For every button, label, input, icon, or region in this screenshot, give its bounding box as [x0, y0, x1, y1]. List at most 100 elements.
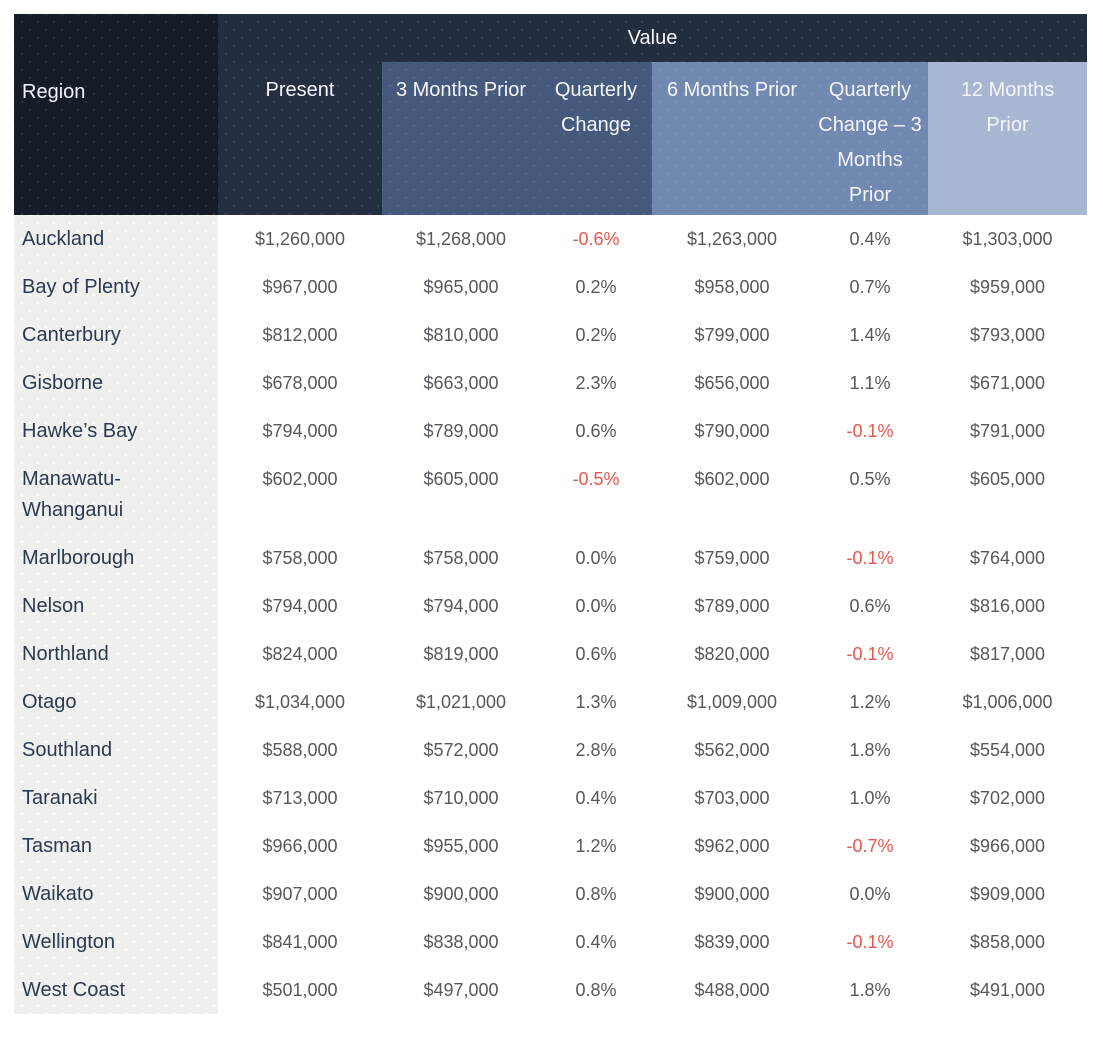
region-cell: Auckland [14, 215, 218, 263]
value-cell-present: $758,000 [218, 534, 382, 582]
region-cell: Otago [14, 678, 218, 726]
value-cell-prior6: $799,000 [652, 311, 812, 359]
value-cell-qchange3: 0.5% [812, 455, 928, 534]
value-cell-prior12: $1,303,000 [928, 215, 1088, 263]
value-cell-prior6: $602,000 [652, 455, 812, 534]
column-header-6-months-prior: 6 Months Prior [652, 62, 812, 215]
value-cell-present: $678,000 [218, 359, 382, 407]
region-cell: Marlborough [14, 534, 218, 582]
value-cell-qchange3: 1.8% [812, 726, 928, 774]
region-cell: Southland [14, 726, 218, 774]
value-cell-prior3: $789,000 [382, 407, 540, 455]
value-cell-qchange: 0.2% [540, 311, 652, 359]
value-cell-prior6: $962,000 [652, 822, 812, 870]
value-cell-present: $812,000 [218, 311, 382, 359]
value-cell-qchange: 2.8% [540, 726, 652, 774]
table-row: Northland $824,000 $819,000 0.6% $820,000 -0.… [14, 630, 1088, 678]
value-cell-prior12: $764,000 [928, 534, 1088, 582]
value-cell-prior3: $955,000 [382, 822, 540, 870]
table-row: Southland $588,000 $572,000 2.8% $562,000 1.8… [14, 726, 1088, 774]
table-row: Canterbury $812,000 $810,000 0.2% $799,000 1.… [14, 311, 1088, 359]
region-cell: Manawatu-Whanganui [14, 455, 218, 534]
value-cell-prior3: $572,000 [382, 726, 540, 774]
table-row: Nelson $794,000 $794,000 0.0% $789,000 0.6% $8… [14, 582, 1088, 630]
value-cell-prior3: $838,000 [382, 918, 540, 966]
value-cell-prior12: $605,000 [928, 455, 1088, 534]
value-cell-prior6: $900,000 [652, 870, 812, 918]
value-cell-prior12: $858,000 [928, 918, 1088, 966]
column-header-quarterly-change-3-months-prior: Quarterly Change – 3 Months Prior [812, 62, 928, 215]
table-body: Auckland $1,260,000 $1,268,000 -0.6% $1,263,… [14, 215, 1088, 1014]
value-group-header: Value [218, 14, 1087, 62]
value-cell-prior6: $958,000 [652, 263, 812, 311]
value-cell-qchange: -0.5% [540, 455, 652, 534]
region-column-header: Region [14, 14, 218, 215]
region-cell: Northland [14, 630, 218, 678]
value-cell-prior12: $491,000 [928, 966, 1088, 1014]
value-cell-prior6: $820,000 [652, 630, 812, 678]
value-cell-qchange: 1.3% [540, 678, 652, 726]
value-cell-prior12: $909,000 [928, 870, 1088, 918]
value-cell-prior12: $671,000 [928, 359, 1088, 407]
value-cell-present: $1,260,000 [218, 215, 382, 263]
value-cell-prior3: $663,000 [382, 359, 540, 407]
value-cell-present: $602,000 [218, 455, 382, 534]
value-cell-prior6: $562,000 [652, 726, 812, 774]
value-cell-qchange: 1.2% [540, 822, 652, 870]
region-cell: Wellington [14, 918, 218, 966]
value-cell-qchange3: 0.0% [812, 870, 928, 918]
value-cell-prior3: $900,000 [382, 870, 540, 918]
table-header: Region Value Present 3 Months Prior Quar… [14, 14, 1087, 215]
table-row: Bay of Plenty $967,000 $965,000 0.2% $958,00… [14, 263, 1088, 311]
value-cell-present: $794,000 [218, 582, 382, 630]
value-cell-prior3: $794,000 [382, 582, 540, 630]
value-cell-prior3: $758,000 [382, 534, 540, 582]
value-cell-prior6: $789,000 [652, 582, 812, 630]
region-cell: Bay of Plenty [14, 263, 218, 311]
value-cell-prior6: $790,000 [652, 407, 812, 455]
value-cell-prior3: $497,000 [382, 966, 540, 1014]
table-row: Marlborough $758,000 $758,000 0.0% $759,000-… [14, 534, 1088, 582]
value-cell-qchange: 0.4% [540, 774, 652, 822]
region-cell: Gisborne [14, 359, 218, 407]
value-cell-qchange3: -0.1% [812, 534, 928, 582]
value-cell-present: $713,000 [218, 774, 382, 822]
value-cell-prior3: $810,000 [382, 311, 540, 359]
column-header-quarterly-change: Quarterly Change [540, 62, 652, 215]
value-cell-prior6: $1,009,000 [652, 678, 812, 726]
region-cell: Canterbury [14, 311, 218, 359]
value-cell-prior3: $1,021,000 [382, 678, 540, 726]
value-cell-prior3: $605,000 [382, 455, 540, 534]
value-cell-qchange3: 1.2% [812, 678, 928, 726]
table-row: Auckland $1,260,000 $1,268,000 -0.6% $1,263,… [14, 215, 1088, 263]
value-cell-qchange: 0.6% [540, 630, 652, 678]
value-cell-present: $907,000 [218, 870, 382, 918]
region-cell: Tasman [14, 822, 218, 870]
column-header-3-months-prior: 3 Months Prior [382, 62, 540, 215]
value-cell-prior6: $1,263,000 [652, 215, 812, 263]
value-cell-prior6: $656,000 [652, 359, 812, 407]
value-cell-prior12: $1,006,000 [928, 678, 1088, 726]
value-cell-qchange3: 0.7% [812, 263, 928, 311]
table-row: Hawke’s Bay $794,000 $789,000 0.6% $790,000-… [14, 407, 1088, 455]
value-cell-prior12: $959,000 [928, 263, 1088, 311]
value-cell-qchange3: -0.1% [812, 407, 928, 455]
value-cell-present: $588,000 [218, 726, 382, 774]
value-cell-qchange3: -0.7% [812, 822, 928, 870]
value-cell-prior12: $791,000 [928, 407, 1088, 455]
value-cell-prior6: $488,000 [652, 966, 812, 1014]
column-header-12-months-prior: 12 Months Prior [928, 62, 1087, 215]
value-cell-qchange: 0.2% [540, 263, 652, 311]
region-cell: West Coast [14, 966, 218, 1014]
value-cell-qchange: 0.8% [540, 870, 652, 918]
table-row: Wellington $841,000 $838,000 0.4% $839,000 -0… [14, 918, 1088, 966]
region-cell: Waikato [14, 870, 218, 918]
value-cell-present: $501,000 [218, 966, 382, 1014]
value-cell-prior12: $816,000 [928, 582, 1088, 630]
value-cell-qchange3: 1.4% [812, 311, 928, 359]
value-cell-qchange3: 0.6% [812, 582, 928, 630]
value-cell-present: $1,034,000 [218, 678, 382, 726]
table-row: Manawatu-Whanganui $602,000 $605,000 -0.5% $… [14, 455, 1088, 534]
value-cell-prior3: $710,000 [382, 774, 540, 822]
